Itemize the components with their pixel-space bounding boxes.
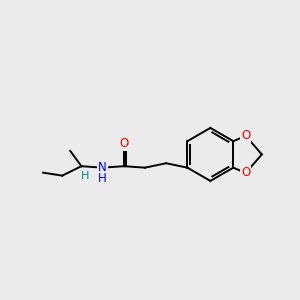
Text: O: O bbox=[119, 137, 128, 150]
Text: H: H bbox=[81, 171, 89, 181]
Text: O: O bbox=[241, 129, 250, 142]
Text: N: N bbox=[98, 161, 107, 174]
Text: O: O bbox=[241, 167, 250, 179]
Text: H: H bbox=[98, 172, 107, 185]
